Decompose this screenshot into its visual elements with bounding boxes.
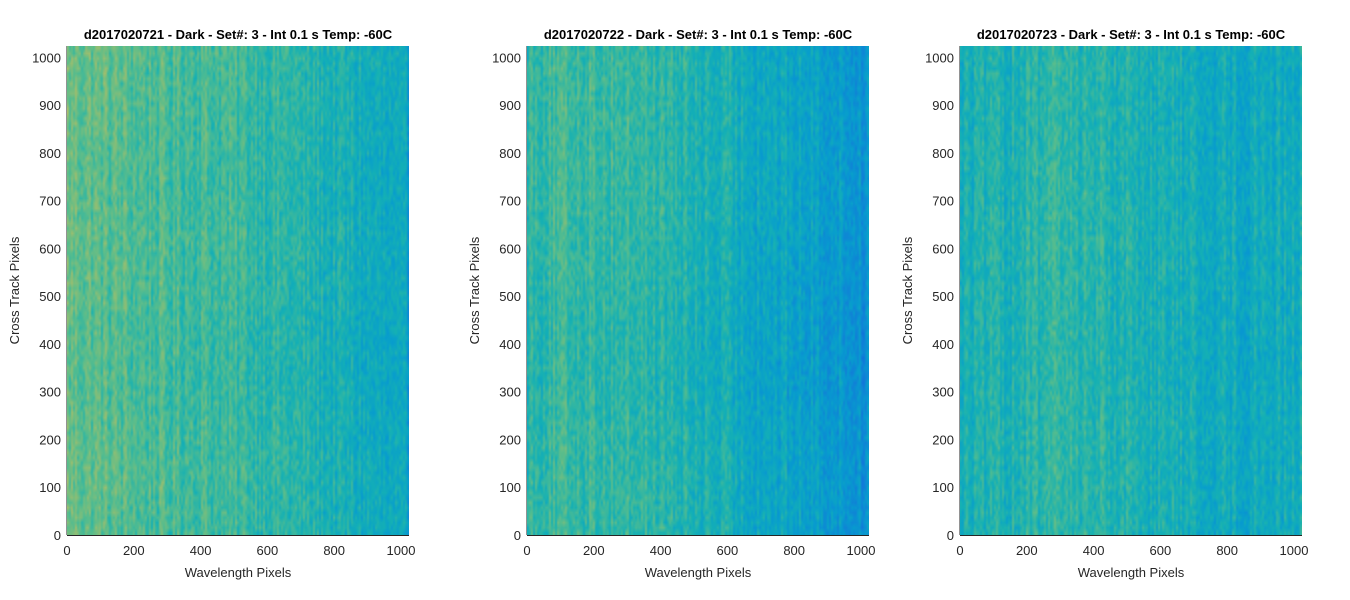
- y-tick-label: 400: [39, 337, 61, 352]
- y-axis-title: Cross Track Pixels: [900, 236, 915, 344]
- x-axis-title: Wavelength Pixels: [185, 565, 292, 580]
- x-tick-label: 1000: [847, 543, 876, 558]
- heatmap-panel-3: 0 200 400 600 800 1000 0 100 200 300 400 500 600 700 8…: [900, 27, 1308, 580]
- x-axis-title: Wavelength Pixels: [1078, 565, 1185, 580]
- y-tick-label: 300: [932, 385, 954, 400]
- x-tick-label: 400: [190, 543, 212, 558]
- y-tick-label: 900: [499, 98, 521, 113]
- y-tick-label: 200: [499, 432, 521, 447]
- x-tick-label: 1000: [387, 543, 416, 558]
- y-tick-label: 0: [514, 528, 521, 543]
- y-tick-label: 600: [39, 241, 61, 256]
- y-tick-label: 400: [932, 337, 954, 352]
- y-tick-label: 800: [932, 146, 954, 161]
- heatmap-image: [960, 46, 1302, 535]
- x-tick-label: 600: [717, 543, 739, 558]
- y-tick-label: 300: [39, 385, 61, 400]
- y-tick-label: 100: [39, 480, 61, 495]
- x-tick-label: 400: [650, 543, 672, 558]
- y-tick-label: 800: [499, 146, 521, 161]
- y-tick-label: 0: [54, 528, 61, 543]
- x-tick-label: 0: [63, 543, 70, 558]
- y-tick-label: 700: [499, 194, 521, 209]
- y-tick-label: 100: [499, 480, 521, 495]
- y-axis-title: Cross Track Pixels: [467, 236, 482, 344]
- chart-title: d2017020721 - Dark - Set#: 3 - Int 0.1 s…: [84, 27, 393, 42]
- heatmap-panel-1: 0 200 400 600 800 1000 0 100 200 300 400 500 600 700 8…: [7, 27, 415, 580]
- y-tick-label: 600: [499, 241, 521, 256]
- x-tick-label: 800: [1216, 543, 1238, 558]
- y-tick-label: 200: [39, 432, 61, 447]
- y-tick-label: 500: [39, 289, 61, 304]
- y-tick-label: 600: [932, 241, 954, 256]
- y-tick-label: 1000: [925, 50, 954, 65]
- y-tick-label: 400: [499, 337, 521, 352]
- y-tick-label: 900: [932, 98, 954, 113]
- y-tick-label: 1000: [32, 50, 61, 65]
- y-tick-label: 800: [39, 146, 61, 161]
- x-tick-label: 800: [783, 543, 805, 558]
- x-tick-label: 600: [257, 543, 279, 558]
- x-tick-label: 200: [1016, 543, 1038, 558]
- x-tick-label: 0: [523, 543, 530, 558]
- y-tick-label: 700: [932, 194, 954, 209]
- y-tick-label: 100: [932, 480, 954, 495]
- x-axis-title: Wavelength Pixels: [645, 565, 752, 580]
- x-tick-label: 800: [323, 543, 345, 558]
- chart-title: d2017020723 - Dark - Set#: 3 - Int 0.1 s…: [977, 27, 1286, 42]
- y-tick-label: 200: [932, 432, 954, 447]
- x-tick-label: 200: [583, 543, 605, 558]
- y-tick-label: 500: [499, 289, 521, 304]
- heatmap-image: [527, 46, 869, 535]
- y-tick-label: 900: [39, 98, 61, 113]
- y-axis-title: Cross Track Pixels: [7, 236, 22, 344]
- y-tick-label: 0: [947, 528, 954, 543]
- y-tick-label: 300: [499, 385, 521, 400]
- heatmap-image: [67, 46, 409, 535]
- y-tick-label: 500: [932, 289, 954, 304]
- x-tick-label: 600: [1150, 543, 1172, 558]
- x-tick-label: 1000: [1280, 543, 1309, 558]
- y-tick-label: 1000: [492, 50, 521, 65]
- y-tick-label: 700: [39, 194, 61, 209]
- chart-title: d2017020722 - Dark - Set#: 3 - Int 0.1 s…: [544, 27, 853, 42]
- x-tick-label: 400: [1083, 543, 1105, 558]
- x-tick-label: 0: [956, 543, 963, 558]
- x-tick-label: 200: [123, 543, 145, 558]
